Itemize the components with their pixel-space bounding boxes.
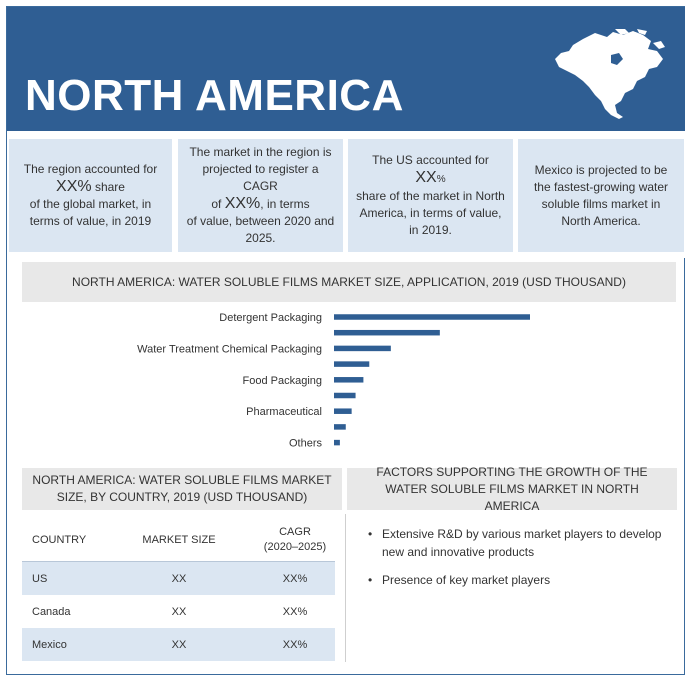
factors-panel-title: FACTORS SUPPORTING THE GROWTH OF THE WAT… [347,465,677,513]
row-country: Canada [32,605,71,618]
header-country: COUNTRY [22,519,103,562]
header-banner: NORTH AMERICA [7,7,685,131]
bar-chart-svg: Detergent Packaging Water Treatment Chemi… [137,312,530,450]
stat-us-share-suffix: % [436,174,446,185]
bullet-icon: • [368,527,373,541]
category-label: Others [289,438,323,450]
bar-unlabeled-5 [334,392,356,399]
bar-pharmaceutical [334,408,352,414]
list-item: • Presence of key market players [368,571,668,589]
category-label: Pharmaceutical [246,406,322,418]
stat-us-share-line2: share of the market in North America, in… [356,189,505,237]
stat-region-cagr-line1: The market in the region is projected to… [189,145,332,193]
bar-detergent-packaging [334,314,530,320]
stat-region-share-value: XX% [56,178,92,195]
stat-region-cagr-suffix: , in terms [260,197,310,211]
country-panel-title: NORTH AMERICA: WATER SOLUBLE FILMS MARKE… [22,468,342,510]
bar-others [334,439,340,446]
stat-region-cagr-line2: of value, between 2020 and 2025. [186,214,335,245]
row-market-size: XX [103,628,255,661]
country-table: COUNTRY MARKET SIZE CAGR (2020–2025) US X… [22,519,335,661]
stat-us-share: The US accounted for XX% share of the ma… [348,139,513,252]
category-label: Water Treatment Chemical Packaging [137,343,322,355]
row-country: Mexico [22,628,103,661]
panel-divider [345,514,346,662]
bar-unlabeled-1 [334,329,440,336]
row-market-size: XX [103,561,255,595]
bar-unlabeled-7 [334,424,346,430]
bar-water-treatment-chemical-packaging [334,345,391,352]
country-table-header: COUNTRY MARKET SIZE CAGR (2020–2025) [22,519,335,562]
stat-region-share-line1: The region accounted for [23,162,158,176]
stat-us-share-line1: The US accounted for [372,153,489,167]
table-row: Canada XX XX% [22,595,335,628]
north-america-map-icon [555,29,665,119]
header-cagr: CAGR (2020–2025) [255,519,335,562]
stat-region-share: The region accounted for XX% share of th… [9,139,172,252]
row-cagr: XX% [282,605,308,618]
stat-mexico-growth: Mexico is projected to be the fastest-gr… [518,139,684,252]
category-label: Food Packaging [243,375,323,387]
stat-mexico-growth-text: Mexico is projected to be the fastest-gr… [533,162,669,228]
table-row: US XX XX% [22,561,335,595]
row-cagr: XX% [255,628,335,661]
row-market-size: XX [171,605,187,618]
stat-region-cagr-prefix: of [211,197,225,211]
row-country: US [22,561,103,595]
header-cagr-label: CAGR [279,526,311,538]
stat-region-share-line2: of the global market, in terms of value,… [29,197,152,228]
list-item: • Extensive R&D by various market player… [368,525,668,561]
factors-list: • Extensive R&D by various market player… [368,525,668,599]
stat-us-share-value: XX [415,169,437,186]
bullet-icon: • [368,573,373,587]
table-row: Mexico XX XX% [22,628,335,661]
chart-title: NORTH AMERICA: WATER SOLUBLE FILMS MARKE… [22,262,676,302]
stat-region-share-suffix: share [91,180,125,194]
factor-text: Extensive R&D by various market players … [382,527,662,559]
category-label: Detergent Packaging [219,312,322,324]
header-market-size: MARKET SIZE [103,519,255,562]
application-bar-chart: Detergent Packaging Water Treatment Chemi… [22,302,676,464]
factor-text: Presence of key market players [382,573,551,587]
header-cagr-period: (2020–2025) [263,541,327,553]
row-cagr: XX% [255,561,335,595]
bar-food-packaging [334,377,364,383]
stat-region-cagr-value: XX% [224,195,261,212]
page-title: NORTH AMERICA [25,71,404,120]
bar-unlabeled-3 [334,361,370,367]
stat-region-cagr: The market in the region is projected to… [178,139,343,252]
